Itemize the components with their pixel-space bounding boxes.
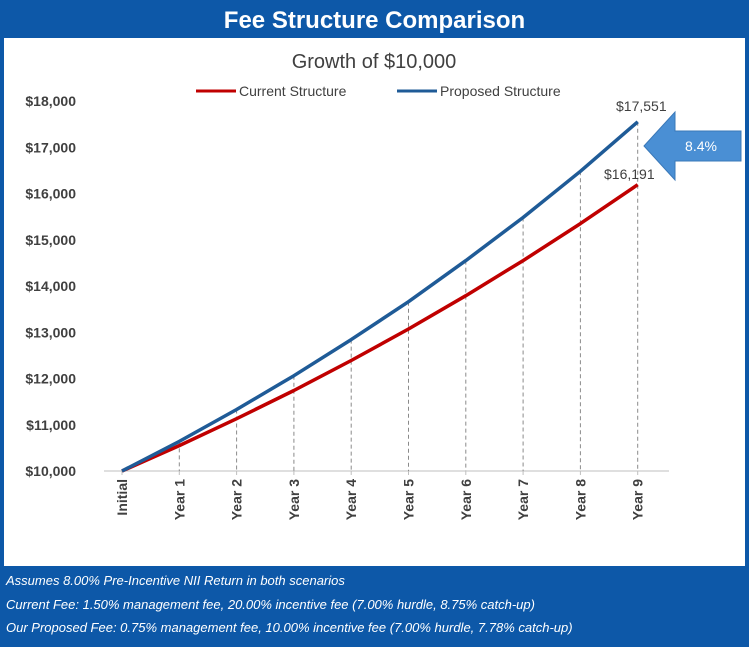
end-label-current: $16,191 — [604, 166, 655, 182]
x-tick-label: Year 4 — [343, 479, 359, 520]
x-tick-label: Year 5 — [401, 479, 417, 520]
growth-chart: Growth of $10,000 Current Structure Prop… — [25, 51, 742, 520]
callout-arrow-shape — [643, 110, 742, 182]
x-tick-label: Year 1 — [171, 479, 187, 520]
y-tick-label: $11,000 — [26, 417, 76, 433]
legend-label-proposed: Proposed Structure — [440, 83, 561, 99]
y-tick-label: $16,000 — [25, 186, 76, 202]
end-label-proposed: $17,551 — [616, 98, 667, 114]
y-tick-label: $14,000 — [25, 278, 76, 294]
y-tick-label: $15,000 — [25, 232, 76, 248]
axes: $10,000 $11,000 $12,000 $13,000 $14,000 $15,0… — [25, 93, 669, 520]
chart-panel: Growth of $10,000 Current Structure Prop… — [4, 38, 745, 566]
footer-notes: Assumes 8.00% Pre-Incentive NII Return i… — [4, 568, 745, 643]
plot-area — [121, 120, 639, 473]
legend-label-current: Current Structure — [239, 83, 347, 99]
x-tick-label: Year 3 — [286, 479, 302, 520]
x-tick-label: Initial — [114, 479, 130, 516]
chart-title: Growth of $10,000 — [292, 51, 457, 73]
callout-label: 8.4% — [685, 138, 717, 154]
x-tick-label: Year 9 — [630, 479, 646, 520]
y-tick-label: $10,000 — [25, 463, 76, 479]
x-tick-label: Year 6 — [458, 479, 474, 520]
x-tick-label: Year 8 — [572, 479, 588, 520]
callout-arrow: 8.4% — [643, 110, 742, 182]
series-line-proposed — [121, 120, 639, 473]
footer-note: Current Fee: 1.50% management fee, 20.00… — [6, 597, 535, 612]
series-line-current — [121, 183, 639, 473]
footer-note: Our Proposed Fee: 0.75% management fee, … — [6, 620, 573, 635]
legend: Current Structure Proposed Structure — [196, 83, 561, 99]
x-tick-label: Year 2 — [229, 479, 245, 520]
footer-note: Assumes 8.00% Pre-Incentive NII Return i… — [6, 573, 345, 588]
y-tick-label: $13,000 — [25, 324, 76, 340]
y-tick-label: $12,000 — [25, 371, 76, 387]
x-tick-label: Year 7 — [515, 479, 531, 520]
page-title: Fee Structure Comparison — [223, 7, 526, 34]
y-tick-label: $18,000 — [25, 93, 76, 109]
y-tick-label: $17,000 — [25, 139, 76, 155]
